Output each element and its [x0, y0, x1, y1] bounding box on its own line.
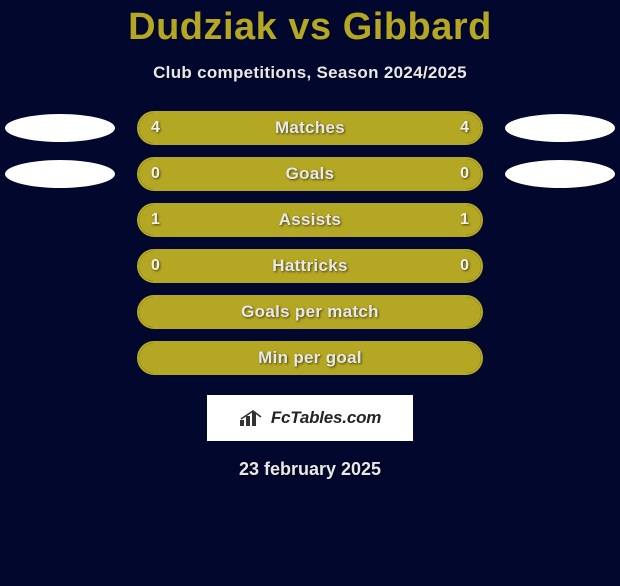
- player-marker-left: [5, 114, 115, 142]
- comparison-title: Dudziak vs Gibbard: [0, 6, 620, 49]
- stat-bar: 11Assists: [137, 203, 483, 237]
- stats-container: 44Matches 00Goals 11Assists 00Hattricks Goal…: [0, 111, 620, 387]
- stat-label: Goals per match: [139, 297, 481, 327]
- stat-row: 11Assists: [0, 203, 620, 249]
- stat-label: Goals: [139, 159, 481, 189]
- source-badge-text: FcTables.com: [271, 408, 381, 428]
- stat-row: 00Hattricks: [0, 249, 620, 295]
- chart-icon: [239, 409, 265, 427]
- stat-bar: Min per goal: [137, 341, 483, 375]
- stat-bar: 00Hattricks: [137, 249, 483, 283]
- player-marker-left: [5, 160, 115, 188]
- player-marker-right: [505, 114, 615, 142]
- stat-label: Hattricks: [139, 251, 481, 281]
- stat-bar: 44Matches: [137, 111, 483, 145]
- stat-row: Min per goal: [0, 341, 620, 387]
- stat-bar: 00Goals: [137, 157, 483, 191]
- stat-label: Min per goal: [139, 343, 481, 373]
- comparison-subtitle: Club competitions, Season 2024/2025: [0, 63, 620, 83]
- source-badge[interactable]: FcTables.com: [207, 395, 413, 441]
- stat-label: Assists: [139, 205, 481, 235]
- stat-row: 00Goals: [0, 157, 620, 203]
- stat-row: 44Matches: [0, 111, 620, 157]
- stat-bar: Goals per match: [137, 295, 483, 329]
- stat-row: Goals per match: [0, 295, 620, 341]
- player-marker-right: [505, 160, 615, 188]
- comparison-date: 23 february 2025: [0, 459, 620, 480]
- stat-label: Matches: [139, 113, 481, 143]
